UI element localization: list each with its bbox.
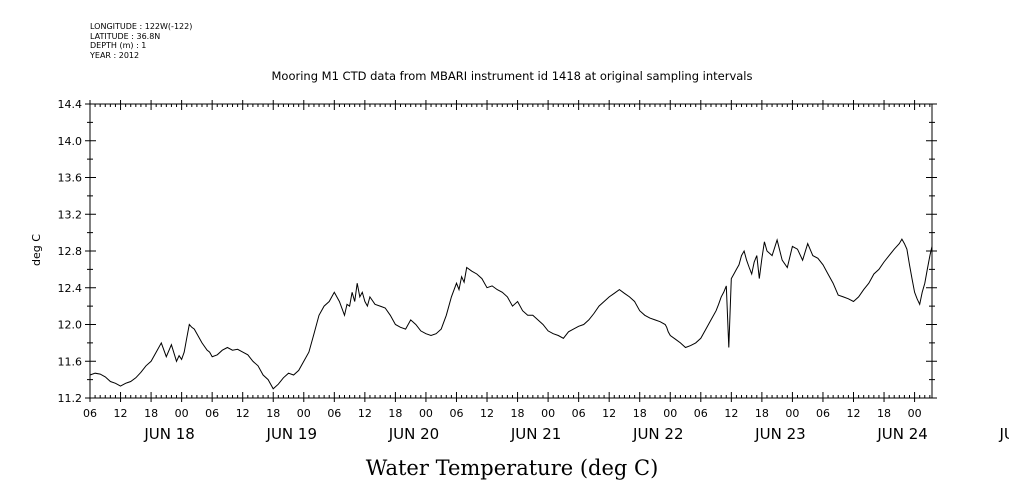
day-label: JUN 24 bbox=[876, 425, 927, 443]
x-tick-label: 18 bbox=[266, 407, 280, 420]
y-tick-label: 14.0 bbox=[58, 135, 83, 148]
longitude-label: LONGITUDE : 122W(-122) bbox=[90, 22, 193, 31]
x-tick-label: 12 bbox=[847, 407, 861, 420]
x-tick-label: 00 bbox=[297, 407, 311, 420]
chart-title: Mooring M1 CTD data from MBARI instrumen… bbox=[272, 69, 753, 83]
day-label: JUN 25 bbox=[998, 425, 1009, 443]
depth-label: DEPTH (m) : 1 bbox=[90, 41, 147, 50]
x-tick-label: 18 bbox=[388, 407, 402, 420]
x-tick-label: 12 bbox=[236, 407, 250, 420]
y-tick-label: 12.8 bbox=[58, 245, 83, 258]
x-tick-label: 06 bbox=[572, 407, 586, 420]
x-tick-label: 18 bbox=[633, 407, 647, 420]
x-tick-label: 00 bbox=[908, 407, 922, 420]
x-tick-label: 00 bbox=[663, 407, 677, 420]
day-label: JUN 18 bbox=[143, 425, 194, 443]
x-tick-label: 18 bbox=[144, 407, 158, 420]
x-tick-label: 06 bbox=[449, 407, 463, 420]
day-label: JUN 19 bbox=[266, 425, 317, 443]
x-tick-label: 12 bbox=[602, 407, 616, 420]
x-tick-label: 00 bbox=[419, 407, 433, 420]
y-tick-label: 11.2 bbox=[58, 392, 83, 405]
day-label: JUN 23 bbox=[754, 425, 805, 443]
x-tick-label: 06 bbox=[83, 407, 97, 420]
y-tick-label: 13.2 bbox=[58, 208, 83, 221]
latitude-label: LATITUDE : 36.8N bbox=[90, 31, 161, 41]
x-tick-label: 06 bbox=[694, 407, 708, 420]
x-tick-label: 12 bbox=[114, 407, 128, 420]
x-tick-label: 00 bbox=[785, 407, 799, 420]
y-tick-label: 14.4 bbox=[58, 98, 83, 111]
x-tick-label: 12 bbox=[724, 407, 738, 420]
x-tick-label: 06 bbox=[327, 407, 341, 420]
x-tick-label: 18 bbox=[877, 407, 891, 420]
x-tick-label: 12 bbox=[480, 407, 494, 420]
x-tick-label: 18 bbox=[511, 407, 525, 420]
header-info: LONGITUDE : 122W(-122) LATITUDE : 36.8N … bbox=[90, 22, 192, 60]
y-tick-label: 11.6 bbox=[58, 355, 83, 368]
tick-labels: 11.2 11.6 12.0 12.4 12.8 13.2 13.6 14.0 14.4 06 12… bbox=[58, 98, 1009, 443]
x-tick-label: 00 bbox=[175, 407, 189, 420]
year-label: YEAR : 2012 bbox=[90, 50, 140, 60]
x-tick-label: 06 bbox=[205, 407, 219, 420]
x-tick-label: 12 bbox=[358, 407, 372, 420]
x-axis-label: Water Temperature (deg C) bbox=[366, 456, 659, 480]
day-label: JUN 20 bbox=[388, 425, 439, 443]
y-tick-label: 12.0 bbox=[58, 319, 83, 332]
day-label: JUN 22 bbox=[632, 425, 683, 443]
x-tick-label: 00 bbox=[541, 407, 555, 420]
day-label: JUN 21 bbox=[510, 425, 561, 443]
x-tick-label: 18 bbox=[755, 407, 769, 420]
axis-ticks bbox=[85, 100, 937, 402]
y-axis-label: deg C bbox=[30, 234, 43, 266]
series-line bbox=[89, 238, 933, 390]
y-tick-label: 13.6 bbox=[58, 172, 83, 185]
x-tick-label: 06 bbox=[816, 407, 830, 420]
y-tick-label: 12.4 bbox=[58, 282, 83, 295]
